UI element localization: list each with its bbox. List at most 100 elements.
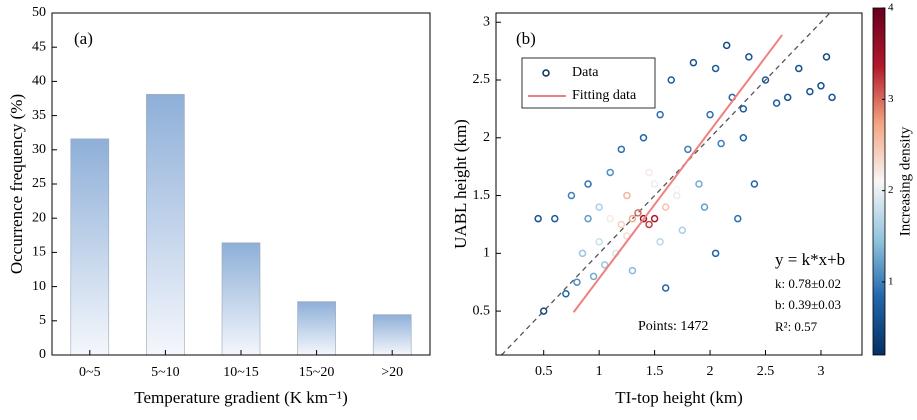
data-point xyxy=(795,64,803,73)
data-point xyxy=(734,214,742,223)
equation: y = k*x+b xyxy=(775,250,845,269)
data-point xyxy=(828,93,836,102)
fit-k: k: 0.78±0.02 xyxy=(775,276,841,291)
data-point xyxy=(645,220,653,229)
fit-r2: R²: 0.57 xyxy=(775,319,818,334)
data-point xyxy=(772,99,781,107)
data-point xyxy=(661,203,670,211)
y-tick-label: 0 xyxy=(39,347,46,362)
data-point xyxy=(656,110,664,119)
data-point xyxy=(617,145,626,154)
colorbar-tick-label: 3 xyxy=(888,93,894,105)
colorbar xyxy=(872,7,886,356)
y-tick-label: 10 xyxy=(32,279,46,294)
y-tick-label: 30 xyxy=(32,142,46,157)
data-point xyxy=(639,134,648,142)
data-point xyxy=(628,266,637,275)
y-tick-label: 35 xyxy=(32,108,46,123)
data-point xyxy=(700,203,709,211)
data-point xyxy=(783,93,792,102)
colorbar-tick-label: 4 xyxy=(888,2,894,14)
x-tick-label: 0.5 xyxy=(535,364,553,379)
bar xyxy=(297,301,336,356)
colorbar-tick-label: 1 xyxy=(888,275,894,287)
data-point xyxy=(656,238,664,246)
x-tick-label: >20 xyxy=(381,365,403,380)
y-tick-label: 0.5 xyxy=(473,303,491,318)
y-tick-label: 1 xyxy=(483,246,490,261)
x-tick-label: 3 xyxy=(817,364,824,379)
data-point xyxy=(573,278,581,286)
data-point xyxy=(584,180,592,188)
legend-box xyxy=(521,57,656,109)
legend-label: Fitting data xyxy=(572,88,637,103)
data-point xyxy=(806,87,814,96)
data-point xyxy=(706,110,714,119)
bar xyxy=(221,242,261,356)
x-tick-label: 2 xyxy=(707,364,714,379)
bar xyxy=(372,314,412,356)
data-point xyxy=(617,220,626,229)
y-tick-label: 2 xyxy=(483,130,490,145)
x-tick-label: 2.5 xyxy=(757,364,775,379)
y-tick-label: 25 xyxy=(32,176,46,191)
data-point xyxy=(623,191,631,200)
x-tick-label: 15~20 xyxy=(299,365,335,380)
x-tick-label: 10~15 xyxy=(223,365,259,380)
x-tick-label: 1.5 xyxy=(646,364,664,379)
legend-label: Data xyxy=(572,65,599,80)
data-point xyxy=(745,53,753,61)
legend-marker xyxy=(542,69,550,77)
data-point xyxy=(739,105,748,113)
data-point xyxy=(551,214,559,223)
y-tick-label: 15 xyxy=(32,245,46,260)
data-point xyxy=(661,284,670,292)
colorbar-label: Increasing density xyxy=(897,126,913,236)
x-tick-label: 5~10 xyxy=(151,365,180,380)
panel-label: (b) xyxy=(516,29,536,48)
data-point xyxy=(606,214,614,223)
data-point xyxy=(650,214,659,223)
data-point xyxy=(689,58,698,67)
data-point xyxy=(628,214,637,223)
data-point xyxy=(684,145,692,154)
y-tick-label: 5 xyxy=(39,313,46,328)
x-tick-label: 0~5 xyxy=(79,365,101,380)
y-axis-label: Occurrence frequency (%) xyxy=(7,94,26,274)
data-point xyxy=(645,168,653,177)
x-tick-label: 1 xyxy=(596,364,603,379)
y-axis-label: UABL height (km) xyxy=(451,119,470,249)
data-point xyxy=(562,290,570,298)
data-point xyxy=(761,76,770,84)
data-point xyxy=(717,139,725,148)
data-point xyxy=(711,249,720,258)
data-point xyxy=(589,272,598,281)
data-point xyxy=(817,82,825,90)
data-point xyxy=(539,307,548,315)
data-point xyxy=(722,41,731,50)
data-point xyxy=(639,214,648,223)
data-point xyxy=(822,53,831,61)
y-tick-label: 50 xyxy=(32,5,46,20)
bar xyxy=(70,138,110,356)
point-count: Points: 1472 xyxy=(638,319,708,334)
y-tick-label: 45 xyxy=(32,39,46,54)
data-point xyxy=(578,249,587,258)
data-point xyxy=(650,180,659,188)
data-point xyxy=(673,191,681,200)
data-point xyxy=(600,261,609,269)
y-tick-label: 40 xyxy=(32,74,46,89)
data-point xyxy=(695,180,703,188)
data-point xyxy=(606,168,614,177)
axes-frame xyxy=(495,12,863,356)
data-point xyxy=(667,76,675,84)
data-point xyxy=(595,238,603,246)
data-point xyxy=(534,214,542,223)
one-to-one-line xyxy=(501,13,831,355)
y-tick-label: 2.5 xyxy=(473,72,491,87)
fit-b: b: 0.39±0.03 xyxy=(775,297,841,312)
data-point xyxy=(750,180,759,188)
fit-line xyxy=(572,34,783,313)
